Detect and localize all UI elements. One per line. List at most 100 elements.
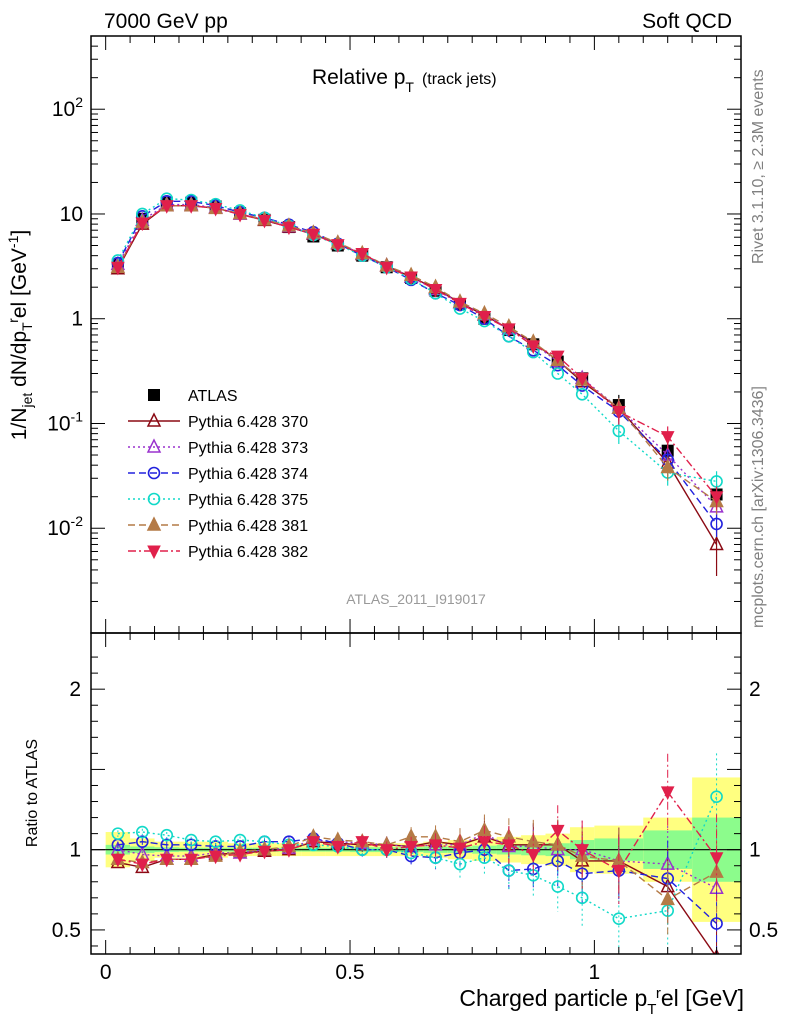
legend-marker [147, 466, 161, 480]
analysis-label: ATLAS_2011_I919017 [346, 591, 486, 607]
legend-label: Pythia 6.428 374 [188, 466, 308, 483]
main-series-layer [110, 192, 724, 577]
data-point [257, 214, 272, 229]
svg-text:Charged particle pTrel [GeV]: Charged particle pTrel [GeV] [459, 985, 744, 1018]
ratio-point [379, 844, 394, 858]
ratio-point [404, 840, 418, 855]
ratio-point [551, 880, 565, 893]
data-point [111, 261, 125, 276]
ratio-point [282, 844, 296, 858]
plot-title-suffix: (track jets) [422, 71, 497, 88]
ratio-point [208, 850, 223, 865]
data-point [428, 284, 443, 298]
y-tick-label: 10-2 [47, 513, 83, 540]
ratio-point [612, 912, 626, 925]
plot-title: Relative pT (track jets) [312, 66, 497, 95]
ratio-series-line [117, 837, 718, 925]
data-point [306, 228, 321, 243]
data-point [660, 431, 675, 445]
rivet-version-label: Rivet 3.1.10, ≥ 2.3M events [750, 69, 767, 264]
main-y-axis-label: 1/Njet dN/dpTrel [GeV-1] [5, 230, 35, 440]
ratio-point [526, 848, 541, 863]
data-point [159, 200, 174, 214]
ratio-point [160, 828, 174, 842]
ratio-y-tick-label: 0.5 [749, 919, 778, 942]
ratio-point [209, 835, 222, 848]
ratio-point [575, 844, 589, 858]
ratio-y-tick-label: 1 [69, 839, 81, 862]
y-tick-label: 10-1 [47, 408, 83, 435]
data-point [184, 200, 198, 214]
ratio-point [428, 839, 443, 853]
ratio-y-tick-label: 0.5 [52, 919, 81, 942]
x-tick-label: 0 [100, 961, 112, 984]
legend-item: Pythia 6.428 375 [128, 492, 308, 509]
ratio-point [184, 838, 198, 852]
ratio-point [306, 836, 321, 850]
y-tick-label: 102 [52, 94, 83, 121]
ratio-point [111, 853, 125, 868]
legend-item: Pythia 6.428 373 [128, 438, 308, 457]
data-point [709, 535, 724, 551]
ratio-point [136, 825, 149, 839]
legend-label: Pythia 6.428 370 [188, 414, 308, 431]
legend-item: ATLAS [148, 388, 238, 405]
legend-marker [146, 438, 162, 453]
legend-marker [147, 545, 161, 560]
ratio-point [660, 890, 675, 906]
data-point [233, 208, 247, 223]
x-axis-label: Charged particle pTrel [GeV] [459, 985, 744, 1018]
ratio-point [355, 836, 370, 850]
ratio-y-tick-label: 1 [749, 839, 761, 862]
legend: ATLAS Pythia 6.428 370 Pythia 6.428 373 Pyt… [128, 388, 308, 561]
ratio-point [136, 835, 149, 848]
legend-label: Pythia 6.428 382 [188, 544, 308, 561]
ratio-point [612, 865, 626, 879]
ratio-frame [90, 632, 742, 955]
ratio-point [135, 858, 150, 873]
ratio-point [478, 851, 491, 865]
ratio-y-axis-label: Ratio to ATLAS [24, 739, 41, 847]
ratio-point [502, 864, 516, 877]
legend-label: Pythia 6.428 381 [188, 518, 308, 535]
x-tick-label: 1 [589, 961, 601, 984]
data-point [575, 372, 589, 387]
legend-label: Pythia 6.428 373 [188, 440, 308, 457]
data-point [404, 271, 418, 286]
legend-marker [147, 492, 161, 506]
legend-label: ATLAS [188, 388, 238, 405]
ratio-point [184, 853, 198, 868]
data-point [551, 367, 565, 380]
ratio-point [160, 838, 174, 852]
data-point [550, 350, 565, 365]
data-point [502, 323, 516, 338]
legend-item: Pythia 6.428 370 [128, 412, 308, 431]
data-point [379, 261, 394, 276]
ratio-point [159, 853, 174, 868]
data-point [355, 247, 370, 262]
ratio-point [575, 891, 589, 905]
mcplots-label: mcplots.cern.ch [arXiv:1306.3436] [750, 386, 767, 628]
plot-title-sub: T [405, 79, 414, 95]
ratio-point [709, 863, 724, 878]
legend-item: Pythia 6.428 382 [128, 544, 308, 561]
data-point [330, 239, 345, 253]
y-tick-label: 1 [71, 308, 83, 331]
ratio-y-tick-label: 2 [69, 678, 81, 701]
ratio-series-layer [110, 753, 724, 954]
legend-item: Pythia 6.428 381 [128, 516, 308, 535]
ratio-point [660, 786, 675, 801]
data-point [612, 406, 626, 420]
legend-label: Pythia 6.428 375 [188, 492, 308, 509]
data-point [709, 491, 724, 505]
data-point [526, 340, 541, 355]
legend-marker [148, 389, 160, 401]
series-line [117, 197, 717, 483]
svg-text:Relative pT(track jets): Relative pT (track jets) [312, 66, 497, 95]
data-point [453, 297, 467, 312]
ratio-point [502, 839, 516, 853]
ratio-point [233, 848, 247, 863]
ratio-point [453, 857, 467, 871]
data-point [660, 458, 675, 474]
